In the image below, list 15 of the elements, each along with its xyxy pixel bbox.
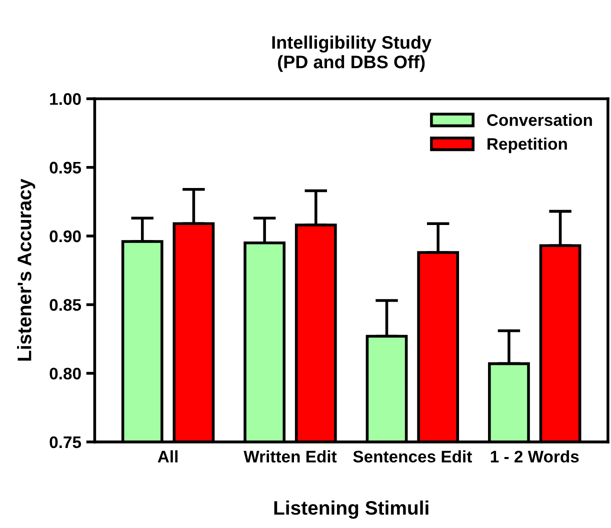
y-tick-label: 0.75 <box>50 436 82 448</box>
y-tick-label: 0.90 <box>50 230 81 242</box>
y-axis-title: Listener's Accuracy <box>17 178 36 361</box>
y-tick-label: 0.95 <box>50 162 82 174</box>
x-axis-title: Listening Stimuli <box>274 500 428 519</box>
y-tick-label: 0.85 <box>50 299 82 311</box>
legend-label: Repetition <box>488 138 567 154</box>
legend-label: Conversation <box>487 114 592 126</box>
x-tick-label: 1 - 2 Words <box>490 450 579 463</box>
y-tick-label: 1.00 <box>50 93 81 105</box>
chart-title: Intelligibility Study (PD and DBS Off) <box>272 36 432 72</box>
x-tick-label: Written Edit <box>244 450 337 463</box>
x-tick-label: All <box>158 450 178 462</box>
x-tick-label: Sentences Edit <box>353 450 472 463</box>
y-tick-label: 0.80 <box>50 368 81 380</box>
